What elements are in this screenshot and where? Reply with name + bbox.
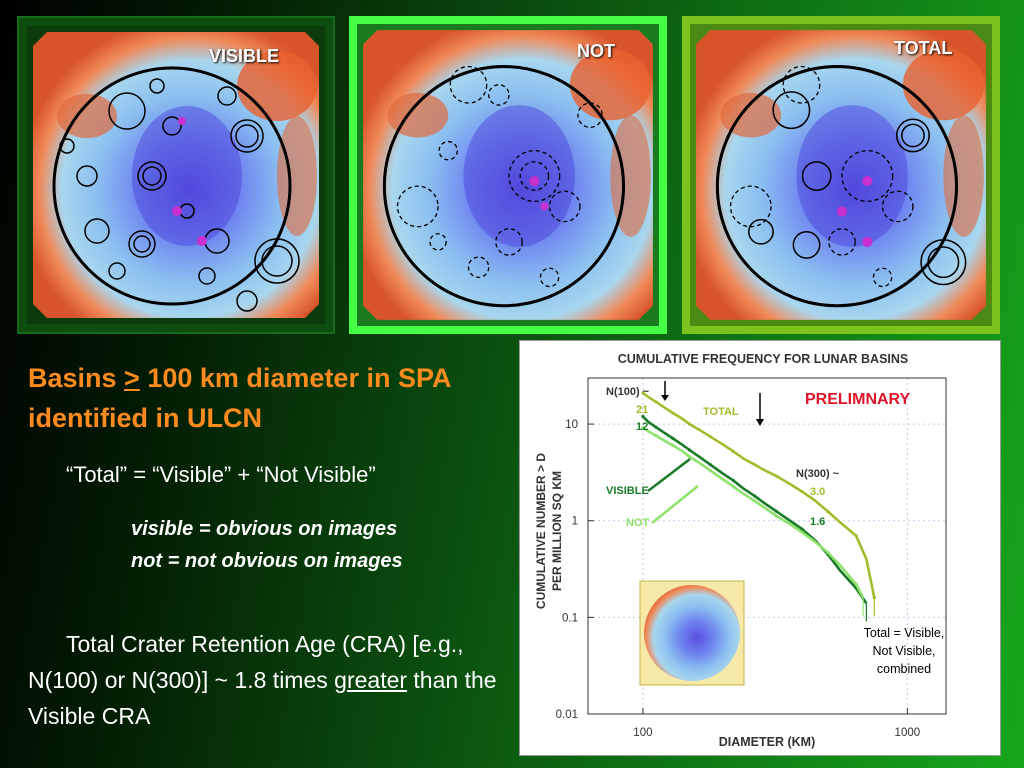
panel-label-not: NOT xyxy=(577,41,615,61)
n100-visible-value: 12 xyxy=(636,421,648,433)
inset-moon-image xyxy=(644,585,740,681)
visible-basin-map xyxy=(27,26,325,324)
heading-part-1: Basins xyxy=(28,363,125,393)
y-tick-label: 10 xyxy=(565,419,578,431)
chart-container: 10 1 0.1 0.01 100 1000 CUMULATIVE FREQUENCY F… xyxy=(519,340,1001,756)
n100-label: N(100) ~ xyxy=(606,386,650,398)
data-point-total xyxy=(671,411,675,415)
y-tick-label: 0.01 xyxy=(556,709,578,721)
series-line-total xyxy=(642,391,876,598)
data-point-not xyxy=(687,455,692,459)
x-tick-label: 1000 xyxy=(895,727,921,739)
data-point-not xyxy=(654,434,658,438)
total-map-panel: TOTAL xyxy=(682,16,1000,334)
data-point-not xyxy=(731,485,736,489)
y-axis-label-line1: CUMULATIVE NUMBER > D xyxy=(534,453,548,609)
data-point-visible xyxy=(687,448,692,452)
data-point-not xyxy=(854,582,858,586)
y-tick-label: 1 xyxy=(572,516,578,528)
inset-caption-line2: Not Visible, xyxy=(873,644,936,658)
total-equation: “Total” = “Visible” + “Not Visible” xyxy=(66,462,376,487)
cumulative-frequency-chart: 10 1 0.1 0.01 100 1000 CUMULATIVE FREQUENCY F… xyxy=(534,352,947,749)
legend-visible-leader xyxy=(647,458,691,492)
n300-total-value: 3.0 xyxy=(810,486,825,498)
data-point-not xyxy=(826,550,830,555)
data-point-not xyxy=(800,530,804,534)
legend-not: NOT xyxy=(626,517,650,529)
data-point-visible xyxy=(671,436,675,441)
data-point-not xyxy=(774,514,779,518)
definitions: visible = obvious on images not = not ob… xyxy=(131,513,403,577)
n100-total-value: 21 xyxy=(636,404,648,416)
cra-part-2: than the Visible CRA xyxy=(28,667,497,729)
heading-part-2: 100 km diameter in SPA identified in ULC… xyxy=(28,363,451,433)
data-point-not xyxy=(708,469,713,473)
slide-heading: Basins > 100 km diameter in SPA identifi… xyxy=(28,358,508,438)
data-point-not xyxy=(753,499,757,503)
data-point-total xyxy=(826,509,830,513)
data-point-visible xyxy=(708,463,713,467)
inset-caption-line1: Total = Visible, xyxy=(864,626,945,640)
legend-total: TOTAL xyxy=(703,406,739,418)
panel-label-total: TOTAL xyxy=(894,38,953,58)
data-point-total xyxy=(687,422,692,426)
data-point-total xyxy=(854,534,858,538)
heading-ge-symbol: > xyxy=(124,363,140,393)
chart-title: CUMULATIVE FREQUENCY FOR LUNAR BASINS xyxy=(618,352,909,366)
not-visible-map-panel: NOT xyxy=(349,16,667,334)
data-point-total xyxy=(654,400,658,404)
data-point-visible xyxy=(654,425,658,429)
panel-label-visible: VISIBLE xyxy=(209,46,280,66)
data-point-visible xyxy=(731,479,736,483)
data-point-visible xyxy=(800,527,804,531)
data-point-total xyxy=(641,391,645,395)
series-line-not xyxy=(642,426,865,599)
cra-part-1: Total Crater Retention Age (CRA) [e.g., … xyxy=(28,631,464,693)
n300-arrowhead xyxy=(756,419,764,426)
inset-caption-line3: combined xyxy=(877,662,931,676)
data-point-not xyxy=(641,426,645,430)
total-basin-map xyxy=(690,24,992,326)
series-group xyxy=(641,391,876,622)
data-point-total xyxy=(708,435,713,439)
n300-visible-value: 1.6 xyxy=(810,516,825,528)
series-line-visible xyxy=(641,415,868,604)
legend-visible: VISIBLE xyxy=(606,485,649,497)
axis-ticks: 10 1 0.1 0.01 100 1000 xyxy=(556,419,921,739)
data-point-visible xyxy=(774,509,779,513)
data-point-total xyxy=(731,449,736,454)
not-definition: not = not obvious on images xyxy=(131,550,403,572)
n100-arrowhead xyxy=(661,395,669,401)
cra-statement: Total Crater Retention Age (CRA) [e.g., … xyxy=(28,626,508,734)
visible-map-panel: VISIBLE xyxy=(17,16,335,334)
data-point-not xyxy=(671,443,675,448)
cra-underlined: greater xyxy=(334,667,408,693)
plot-frame xyxy=(587,377,947,715)
data-point-total xyxy=(774,474,779,478)
y-axis-label-line2: PER MILLION SQ KM xyxy=(550,471,564,591)
x-tick-label: 100 xyxy=(633,727,652,739)
legend-not-leader xyxy=(651,485,699,524)
data-point-total xyxy=(800,490,804,494)
prelim-annotation: PRELIMNARY xyxy=(805,391,911,408)
data-point-visible xyxy=(753,494,757,498)
y-tick-label: 0.1 xyxy=(562,612,578,624)
x-axis-label: DIAMETER (KM) xyxy=(719,735,816,749)
n300-label: N(300) ~ xyxy=(796,468,840,480)
data-point-visible xyxy=(641,414,645,419)
not-visible-basin-map xyxy=(357,24,659,326)
data-point-total xyxy=(753,463,757,467)
visible-definition: visible = obvious on images xyxy=(131,518,398,540)
